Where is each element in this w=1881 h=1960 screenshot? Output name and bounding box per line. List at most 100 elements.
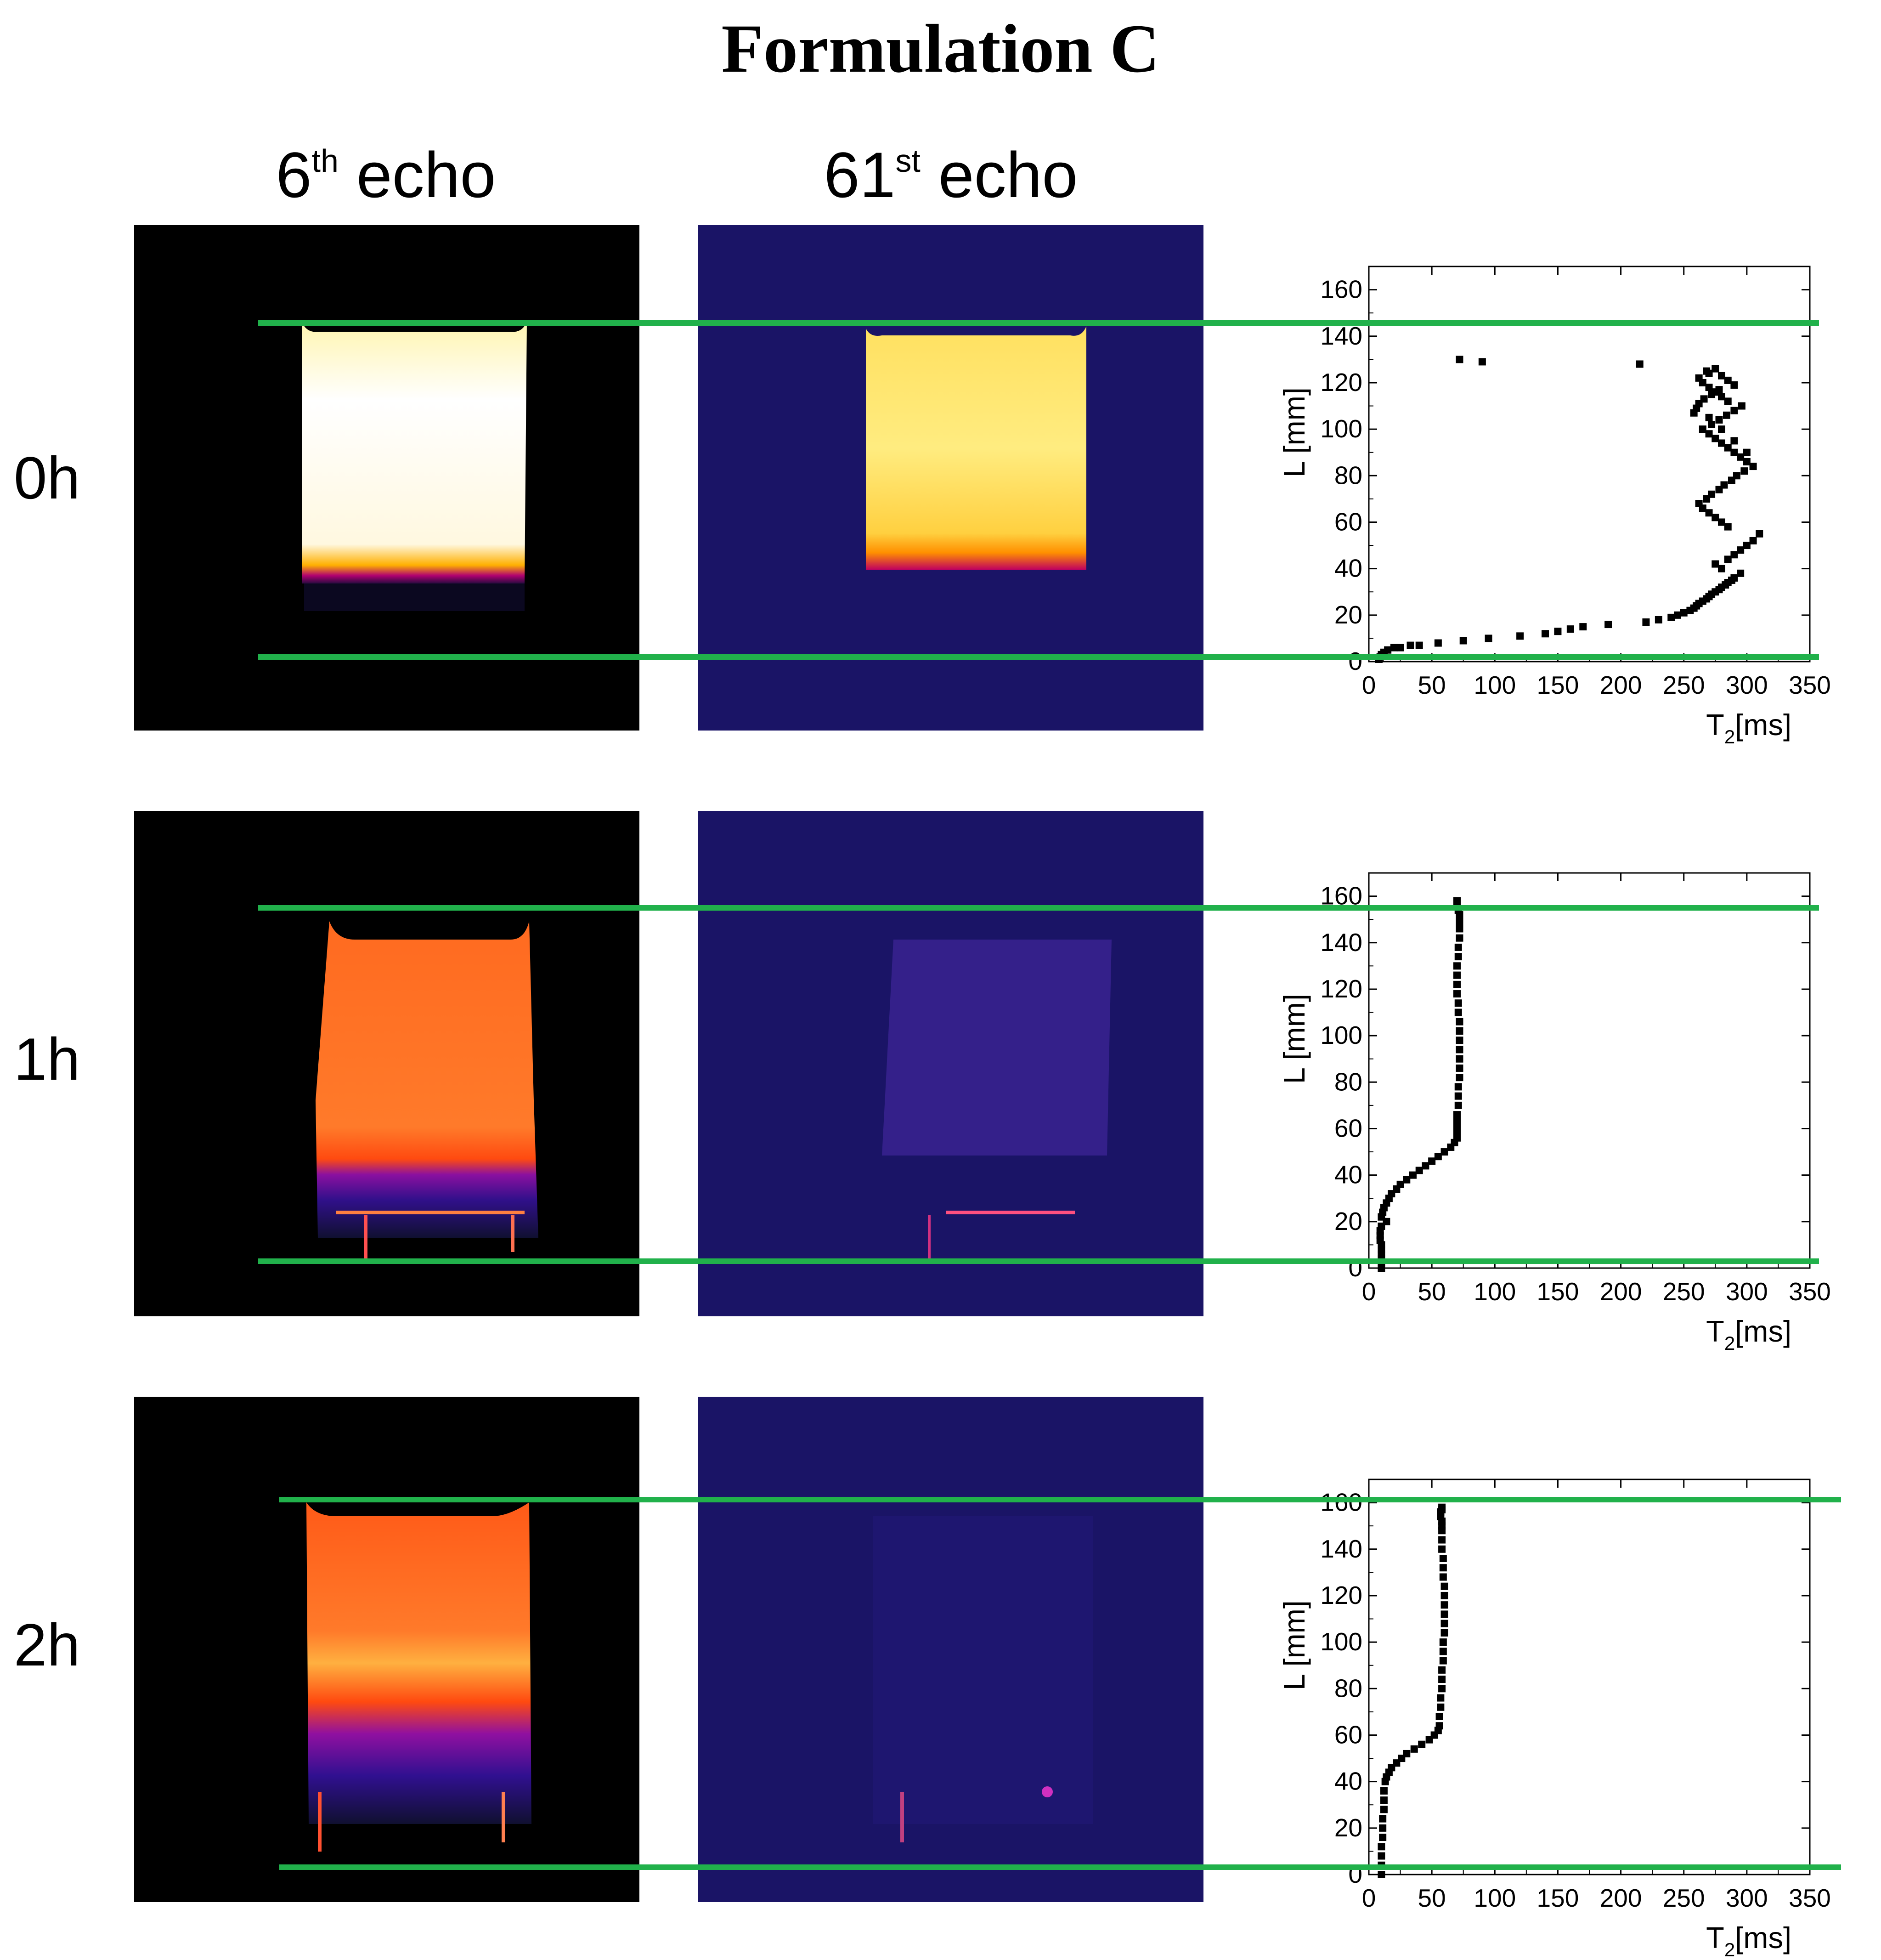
data-point [1705, 509, 1713, 517]
data-point [1724, 397, 1732, 405]
data-point [1438, 1666, 1446, 1674]
data-point [1453, 971, 1461, 979]
data-point [1440, 1592, 1448, 1599]
data-point [1439, 1648, 1447, 1655]
data-point [1378, 1843, 1385, 1851]
y-tick-label: 40 [1334, 1161, 1362, 1189]
data-point [1667, 613, 1675, 621]
data-point [1708, 391, 1716, 398]
data-point [1730, 381, 1738, 389]
y-tick-label: 0 [1348, 1253, 1362, 1282]
column-header-6th-suffix: echo [338, 139, 496, 211]
data-point [1383, 1218, 1390, 1225]
data-point [1456, 1074, 1463, 1082]
column-header-61st-base: 61 [824, 139, 896, 211]
y-tick-label: 0 [1348, 647, 1362, 675]
data-point [1456, 1055, 1463, 1063]
data-point [1384, 646, 1392, 654]
column-header-61st-echo: 61st echo [698, 138, 1203, 212]
data-point [1453, 1111, 1461, 1119]
data-point [1437, 1694, 1445, 1702]
data-point [1459, 637, 1467, 645]
y-tick-label: 20 [1334, 1813, 1362, 1842]
data-point [1418, 1740, 1426, 1748]
data-point [1439, 1573, 1447, 1581]
data-point [1695, 500, 1703, 507]
data-point [1743, 458, 1751, 465]
data-point [1438, 1685, 1446, 1693]
x-tick-label: 200 [1600, 1884, 1642, 1912]
data-point [1440, 1620, 1448, 1627]
y-tick-label: 60 [1334, 507, 1362, 536]
y-tick-label: 60 [1334, 1720, 1362, 1749]
data-point [1699, 425, 1706, 433]
data-point [1438, 1545, 1446, 1553]
data-point [1380, 1796, 1388, 1804]
data-point [1453, 897, 1461, 905]
data-point [1378, 1871, 1385, 1878]
data-point [1485, 634, 1492, 642]
data-point [1718, 372, 1725, 380]
plot-frame [1368, 1478, 1811, 1875]
data-point [1740, 467, 1748, 475]
data-point [1703, 367, 1711, 375]
data-point [1440, 1629, 1448, 1637]
x-tick-label: 0 [1362, 1884, 1376, 1912]
reference-line-top-0h [258, 320, 1819, 326]
x-tick-label: 300 [1726, 1884, 1768, 1912]
data-point [1415, 1167, 1423, 1174]
data-point [1715, 416, 1723, 424]
data-point [1478, 358, 1486, 366]
y-axis-label: L [mm] [1277, 1600, 1311, 1690]
data-point [1454, 999, 1462, 1007]
x-tick-label: 200 [1600, 1277, 1642, 1306]
data-point [1723, 411, 1730, 419]
data-point [1743, 542, 1751, 549]
data-point [1454, 1083, 1462, 1091]
data-point [1756, 530, 1763, 538]
mri-6th-echo-1h [134, 811, 639, 1316]
mri-61st-echo-0h [698, 225, 1203, 731]
data-point [1439, 1657, 1447, 1665]
data-point [1440, 1610, 1448, 1618]
y-tick-label: 120 [1320, 1581, 1362, 1609]
data-point [1410, 1745, 1418, 1753]
data-point [1737, 546, 1745, 554]
data-point [1390, 644, 1398, 651]
reference-line-bottom-1h [258, 1258, 1819, 1264]
mri-6th-echo-0h [134, 225, 639, 731]
y-tick-label: 80 [1334, 1674, 1362, 1702]
y-tick-label: 60 [1334, 1114, 1362, 1142]
x-tick-label: 250 [1663, 671, 1705, 699]
data-point [1440, 1582, 1448, 1590]
x-axis-label: T2[ms] [1706, 1921, 1791, 1960]
y-tick-label: 20 [1334, 1207, 1362, 1235]
data-point [1454, 1101, 1462, 1109]
data-point [1439, 1564, 1447, 1572]
data-point [1690, 409, 1698, 417]
data-point [1407, 641, 1414, 649]
reference-line-top-2h [279, 1497, 1841, 1502]
y-tick-label: 100 [1320, 1021, 1362, 1049]
plot-frame [1368, 872, 1811, 1269]
y-tick-label: 40 [1334, 554, 1362, 583]
data-point [1566, 625, 1574, 633]
y-tick-label: 140 [1320, 322, 1362, 350]
data-point [1724, 376, 1732, 384]
data-point [1380, 1787, 1388, 1795]
data-point [1642, 618, 1650, 626]
data-point [1456, 934, 1463, 942]
data-point [1705, 430, 1713, 438]
data-point [1730, 448, 1738, 456]
x-tick-label: 200 [1600, 671, 1642, 699]
column-header-6th-base: 6 [276, 139, 312, 211]
reference-line-top-1h [258, 905, 1819, 911]
column-header-61st-sup: st [895, 143, 921, 179]
data-point [1454, 943, 1462, 951]
x-tick-label: 50 [1418, 671, 1446, 699]
data-point [1718, 425, 1725, 433]
data-point [1579, 623, 1587, 631]
data-point [1396, 1180, 1404, 1188]
data-point [1674, 611, 1681, 619]
x-axis-label: T2[ms] [1706, 708, 1791, 748]
